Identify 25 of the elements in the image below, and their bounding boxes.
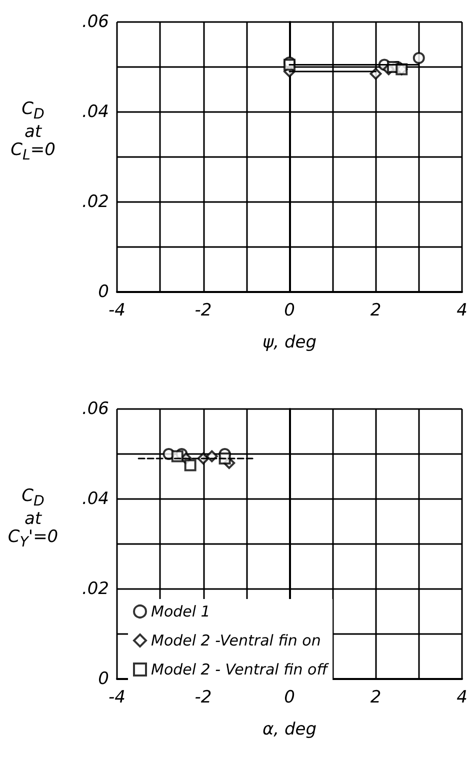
y-tick-label: 0 [98,669,109,689]
y-axis-title: C$_{D}$ at C$_{L}$=0 [10,99,56,165]
x-tick-label: 0 [284,300,295,320]
y-tick-label: .06 [82,12,110,32]
x-tick-label: -2 [194,688,212,708]
y-tick-label: 0 [98,282,109,302]
x-tick-label: 0 [284,688,295,708]
y-tick-label: .06 [82,399,110,419]
x-tick-label: -4 [108,688,126,708]
y-tick-label: .04 [82,102,109,122]
x-tick-label: -4 [108,300,126,320]
x-tick-label: 4 [456,300,468,320]
x-axis-title: α, deg [262,720,317,740]
legend-label: Model 2 -Ventral fin on [151,632,321,650]
y-tick-label: .02 [82,192,109,212]
x-tick-label: 2 [370,300,382,320]
y-tick-label: .04 [82,489,109,509]
y-tick-label: .02 [82,579,109,599]
legend-label: Model 2 - Ventral fin off [151,660,330,678]
y-axis-title: C$_{D}$ at C$_{Y}$'=0 [6,486,60,552]
x-tick-label: 4 [456,688,468,708]
x-tick-label: 2 [370,688,382,708]
x-axis-title: ψ, deg [262,332,317,352]
legend-label: Model 1 [151,602,210,620]
x-tick-label: -2 [194,300,212,320]
